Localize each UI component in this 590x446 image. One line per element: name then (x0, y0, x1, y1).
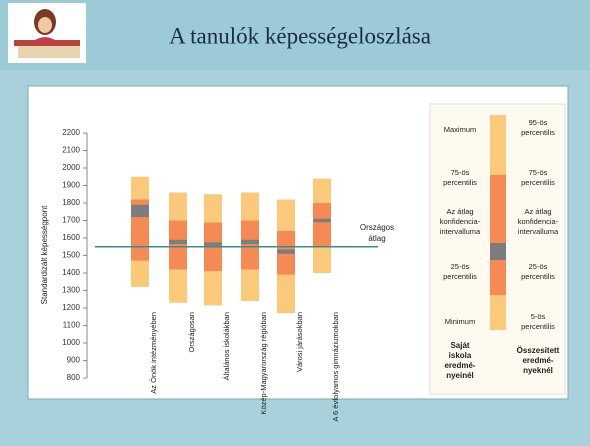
legend-label: 75-ös (451, 168, 470, 177)
reference-label: Országos (360, 223, 394, 232)
y-axis-label: Standardizált képességpont (40, 205, 49, 305)
bar-middle (241, 220, 259, 270)
legend-caption: eredmé- (444, 361, 475, 370)
y-tick-label: 2000 (62, 163, 80, 172)
legend-label: konfidencia- (518, 217, 559, 226)
picture (8, 3, 86, 63)
bar-lower (277, 274, 295, 314)
bar-upper (169, 192, 187, 221)
confidence-interval (204, 242, 222, 246)
bar-upper (204, 194, 222, 223)
legend-label: percentilis (443, 178, 477, 187)
legend-label: konfidencia- (440, 217, 481, 226)
confidence-interval (313, 218, 331, 223)
legend-bar (490, 115, 506, 330)
y-tick-label: 1700 (62, 216, 80, 225)
bar-lower (204, 271, 222, 306)
y-tick-label: 1300 (62, 286, 80, 295)
legend-caption: eredmé- (522, 356, 553, 365)
legend-label: percentilis (521, 272, 555, 281)
legend-label: intervalluma (518, 227, 559, 236)
x-tick-label: Országosan (187, 312, 196, 352)
x-tick-label: Az Önök intézményében (149, 312, 158, 394)
bar-lower (313, 246, 331, 273)
y-tick-label: 1900 (62, 181, 80, 190)
y-tick-label: 2100 (62, 146, 80, 155)
legend-label: Maximum (444, 125, 477, 134)
confidence-interval (169, 239, 187, 245)
x-tick-label: A 6 évfolyamos gimnáziumokban (331, 312, 340, 422)
slide-title: A tanulók képességeloszlása (169, 23, 431, 48)
bar-lower (169, 269, 187, 303)
y-tick-label: 1400 (62, 268, 80, 277)
bar-upper (131, 176, 149, 200)
bar-upper (313, 178, 331, 203)
legend-label: 75-ös (529, 168, 548, 177)
confidence-interval (241, 239, 259, 245)
y-tick-label: 800 (67, 373, 81, 382)
bar-upper (277, 199, 295, 231)
legend-caption: nyeknél (523, 366, 553, 375)
title-bar (0, 0, 590, 70)
y-tick-label: 900 (67, 356, 81, 365)
x-tick-label: Általános iskolákban (222, 312, 231, 380)
y-tick-label: 1800 (62, 198, 80, 207)
x-tick-label: Közép-Magyarország régióban (259, 312, 268, 415)
bar-middle (169, 220, 187, 270)
y-tick-label: 1000 (62, 338, 80, 347)
confidence-interval (277, 249, 295, 254)
x-tick-label: Városi járásokban (295, 312, 304, 372)
y-tick-label: 1200 (62, 303, 80, 312)
legend-label: percentilis (521, 178, 555, 187)
bar-upper (241, 192, 259, 221)
legend-label: percentilis (443, 272, 477, 281)
legend-caption: Saját (450, 341, 469, 350)
legend-label: Minimum (445, 317, 475, 326)
legend-label: 5-ös (531, 312, 546, 321)
confidence-interval (131, 204, 149, 217)
bar-lower (241, 269, 259, 301)
legend-label: 25-ös (451, 262, 470, 271)
legend-caption: Összesített (517, 346, 560, 355)
y-tick-label: 2200 (62, 128, 80, 137)
legend-label: percentilis (521, 322, 555, 331)
legend-caption: nyeinél (446, 371, 474, 380)
legend-label: 25-ös (529, 262, 548, 271)
legend-label: Az átlag (446, 207, 473, 216)
legend-label: Az átlag (524, 207, 551, 216)
legend-label: intervalluma (440, 227, 481, 236)
bar-middle (313, 203, 331, 247)
y-tick-label: 1100 (63, 321, 81, 330)
legend-caption: iskola (449, 351, 472, 360)
y-tick-label: 1500 (62, 251, 80, 260)
legend-label: percentilis (521, 128, 555, 137)
bar-lower (131, 260, 149, 287)
legend-label: 95-ös (529, 118, 548, 127)
reference-label: átlag (368, 234, 385, 243)
y-tick-label: 1600 (62, 233, 80, 242)
